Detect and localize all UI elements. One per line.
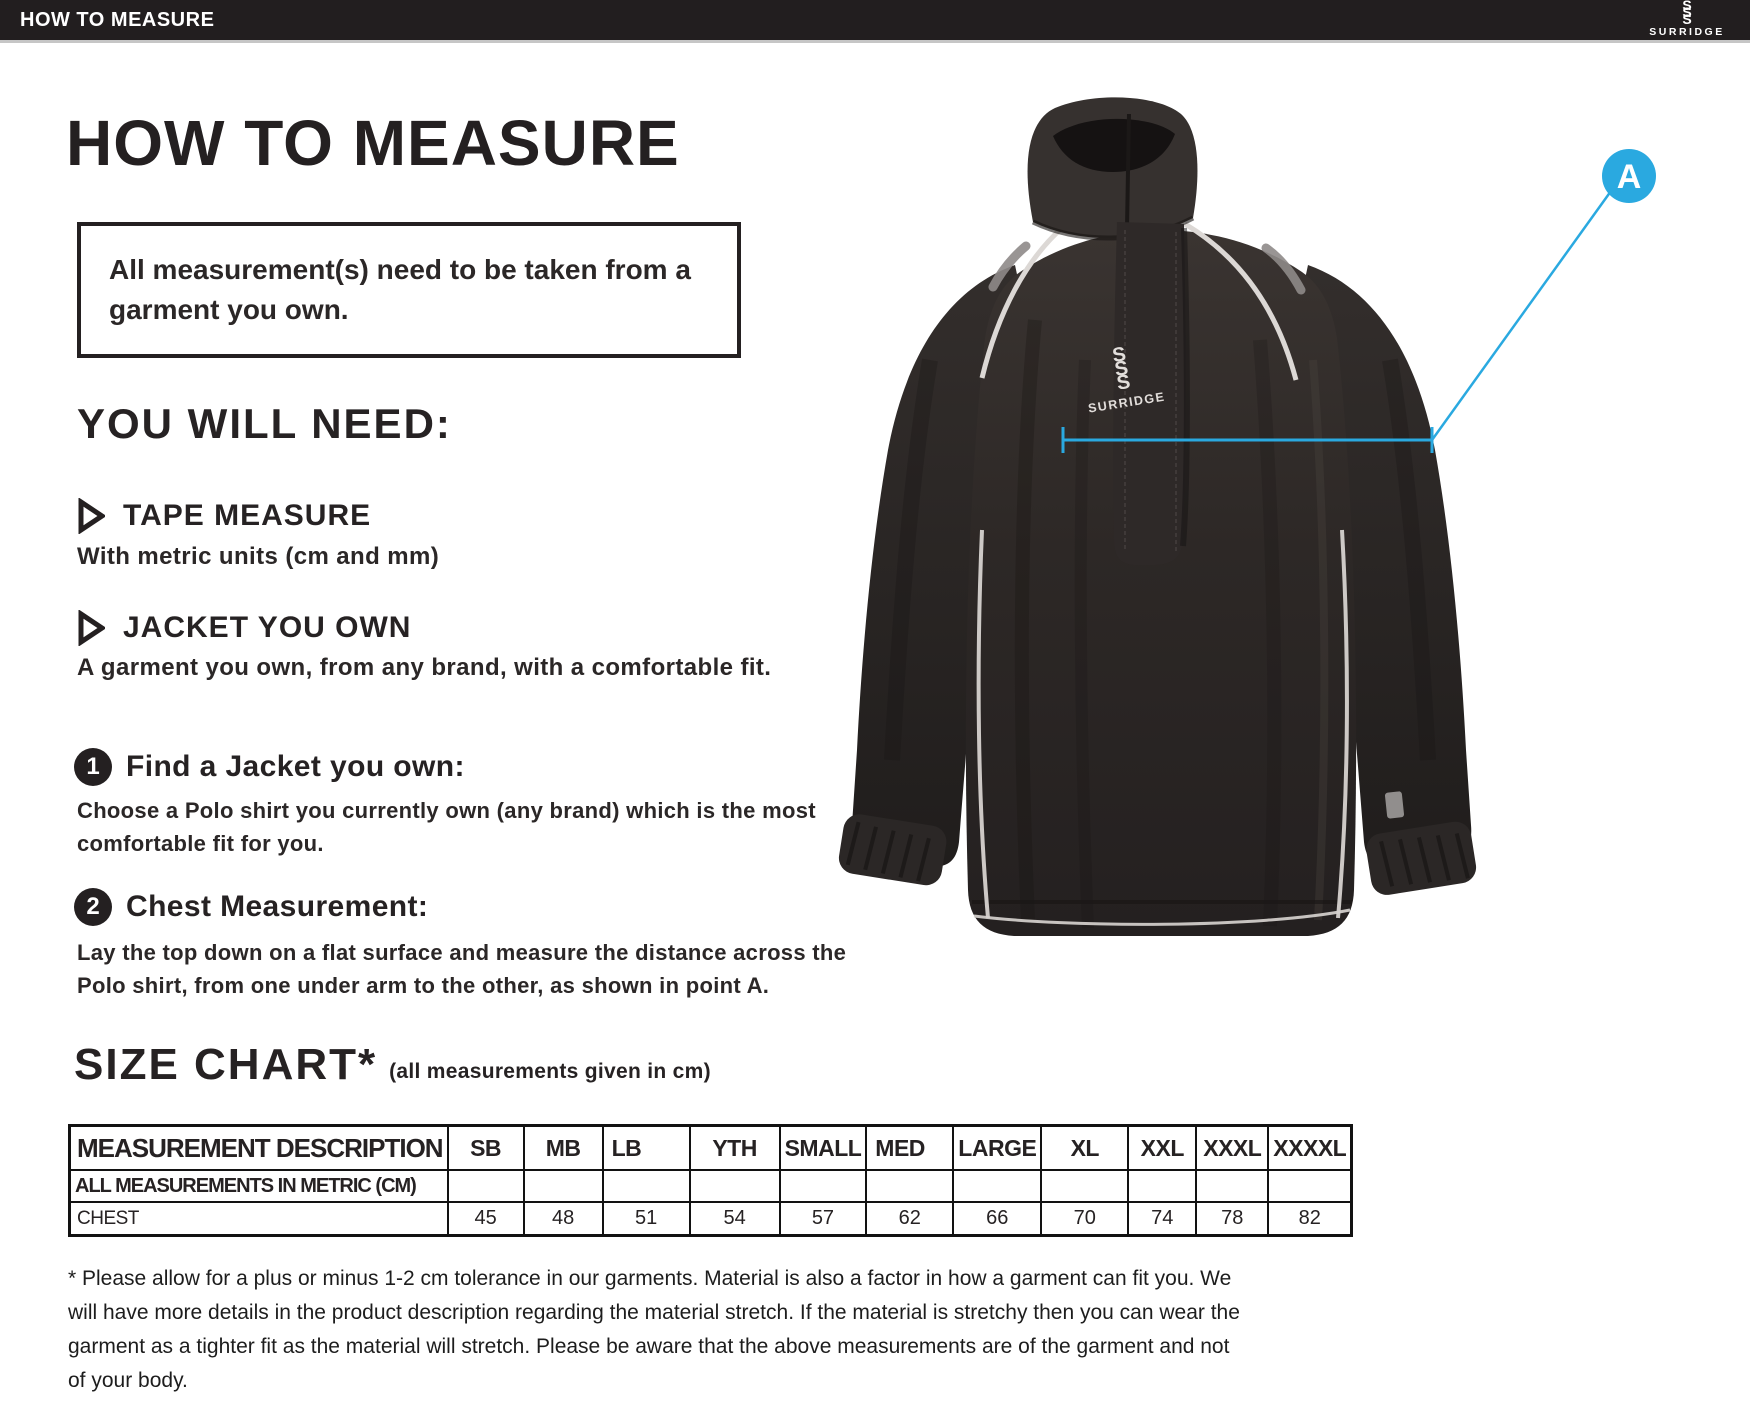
need-item-jacket: JACKET YOU OWN	[77, 610, 411, 646]
jacket-placket	[1113, 222, 1190, 565]
size-table-cell: 45	[446, 1201, 525, 1237]
size-chart-heading-row: SIZE CHART* (all measurements given in c…	[74, 1040, 711, 1090]
size-table-header-cell: YTH	[688, 1124, 781, 1171]
size-table-header-cell: XXXL	[1195, 1124, 1270, 1171]
need-item-tape-measure: TAPE MEASURE	[77, 498, 371, 534]
size-table-row-label: CHEST	[68, 1201, 449, 1237]
surridge-logo: S S S SURRIDGE	[1632, 0, 1742, 41]
step-1-description: Choose a Polo shirt you currently own (a…	[77, 798, 816, 856]
step-2: 2 Chest Measurement:	[74, 888, 428, 926]
surridge-wordmark: SURRIDGE	[1649, 26, 1725, 38]
size-table-cell: 57	[778, 1201, 868, 1237]
size-table-cell	[601, 1169, 691, 1203]
size-table-header-cell: MEASUREMENT DESCRIPTION	[68, 1124, 449, 1171]
surridge-s-mark-icon: S S S	[1682, 0, 1692, 27]
you-will-need-heading: YOU WILL NEED:	[77, 400, 452, 447]
jacket-collar	[1027, 97, 1198, 241]
zip-tag	[1384, 791, 1405, 819]
jacket-figure: S S S SURRIDGE A	[838, 97, 1656, 936]
size-table-cell	[522, 1169, 604, 1203]
size-table-header-cell: XXL	[1127, 1124, 1198, 1171]
need-item-label: TAPE MEASURE	[123, 499, 372, 532]
piping-seam	[979, 226, 1064, 379]
jacket-cuff	[838, 814, 947, 886]
size-table: MEASUREMENT DESCRIPTION SB MB LB YTH SMALL MED…	[68, 1124, 1354, 1237]
size-table-cell: 78	[1195, 1201, 1270, 1237]
size-table-cell: 74	[1127, 1201, 1198, 1237]
chest-measurement-annotation: A	[1061, 149, 1656, 453]
size-table-cell: 62	[865, 1201, 955, 1237]
size-table-row-label: ALL MEASUREMENTS IN METRIC (CM)	[68, 1169, 449, 1203]
size-table-cell	[952, 1169, 1043, 1203]
page-title: HOW TO MEASURE	[66, 107, 680, 179]
jacket-cuff	[1366, 821, 1477, 895]
size-table-header-cell: SMALL	[778, 1124, 868, 1171]
size-table-cell	[1195, 1169, 1270, 1203]
svg-text:S: S	[1115, 371, 1132, 395]
size-table-header-cell: XXXXL	[1267, 1124, 1353, 1171]
need-item-description: A garment you own, from any brand, with …	[77, 654, 772, 681]
measurement-note-box: All measurement(s) need to be taken from…	[77, 222, 741, 358]
need-item-description: With metric units (cm and mm)	[77, 543, 440, 570]
size-table-cell: 51	[601, 1201, 691, 1237]
size-table-row: CHEST 45 48 51 54 57 62 66 70 74 78 82	[68, 1201, 1353, 1237]
size-table-header-cell: LB	[601, 1124, 691, 1171]
size-table-cell	[865, 1169, 955, 1203]
size-table-cell	[688, 1169, 781, 1203]
svg-text:S: S	[1113, 357, 1130, 381]
triangle-bullet-icon	[78, 498, 105, 534]
step-2-circle: 2	[74, 888, 112, 926]
top-header-bar: HOW TO MEASURE S S S SURRIDGE	[0, 0, 1750, 43]
point-a-label: A	[1617, 158, 1642, 196]
size-table-cell	[1127, 1169, 1198, 1203]
size-table-cell: 54	[688, 1201, 781, 1237]
size-table-cell: 66	[952, 1201, 1043, 1237]
size-table-cell	[446, 1169, 525, 1203]
triangle-bullet-icon	[78, 610, 105, 646]
leader-line	[1430, 190, 1613, 441]
header-title: HOW TO MEASURE	[20, 9, 215, 31]
step-1-title: Find a Jacket you own:	[126, 750, 465, 783]
step-1: 1 Find a Jacket you own:	[74, 748, 465, 786]
size-table-cell: 70	[1040, 1201, 1130, 1237]
svg-text:S: S	[1111, 343, 1128, 367]
size-table-header-cell: MB	[522, 1124, 604, 1171]
size-table-cell	[1040, 1169, 1130, 1203]
piping-seam	[1183, 221, 1299, 381]
step-2-title: Chest Measurement:	[126, 890, 429, 923]
size-table-header-cell: SB	[446, 1124, 525, 1171]
tolerance-footnote: * Please allow for a plus or minus 1-2 c…	[68, 1267, 1240, 1392]
need-item-label: JACKET YOU OWN	[123, 611, 412, 644]
step-2-description: Lay the top down on a flat surface and m…	[77, 940, 847, 998]
size-table-cell	[778, 1169, 868, 1203]
step-1-circle: 1	[74, 748, 112, 786]
size-table-header-cell: LARGE	[952, 1124, 1043, 1171]
size-table-row: ALL MEASUREMENTS IN METRIC (CM)	[68, 1169, 1353, 1203]
size-table-header-cell: XL	[1040, 1124, 1130, 1171]
size-table-cell: 82	[1267, 1201, 1353, 1237]
size-chart-subheading: (all measurements given in cm)	[389, 1060, 711, 1083]
size-table-header-cell: MED	[865, 1124, 955, 1171]
point-a-marker	[1602, 149, 1656, 203]
size-table-cell	[1267, 1169, 1353, 1203]
jacket-body	[965, 221, 1405, 936]
size-chart-heading: SIZE CHART*	[74, 1040, 378, 1089]
size-table-cell: 48	[522, 1201, 604, 1237]
